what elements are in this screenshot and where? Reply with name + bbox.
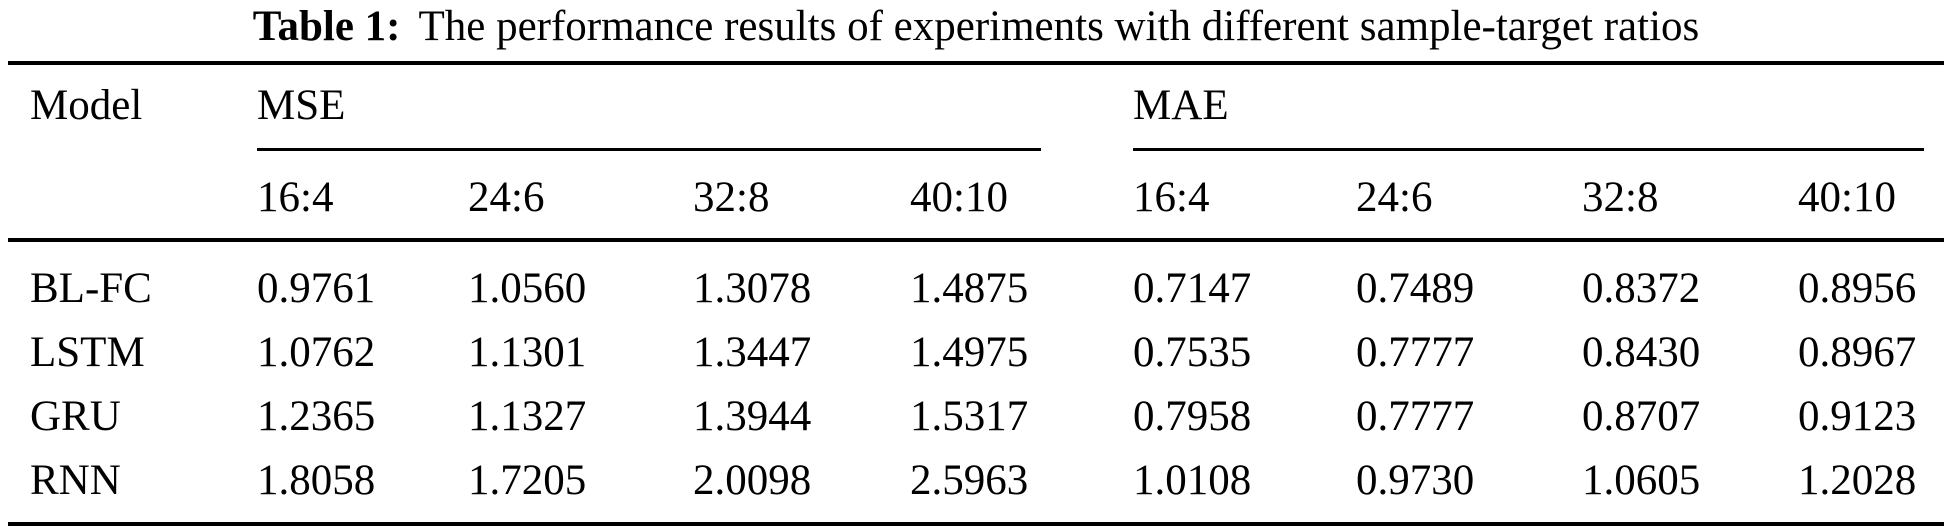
group-header-mae-label: MAE — [1133, 81, 1925, 151]
subcol-header-mae-24-6: 24:6 — [1356, 174, 1433, 221]
subcol-header-mse-40-10: 40:10 — [910, 174, 1008, 221]
group-header-mae: MAE — [1133, 63, 1944, 151]
cell-value: 1.1301 — [468, 328, 587, 376]
cell-value: 1.1327 — [468, 392, 587, 440]
cell-value: 1.0762 — [257, 328, 376, 376]
cell-value: 0.8956 — [1798, 264, 1917, 312]
group-header-mse-label: MSE — [257, 81, 1042, 151]
cell-value: 1.2365 — [257, 392, 376, 440]
subcol-header-mae-32-8: 32:8 — [1582, 174, 1659, 221]
cell-value: 0.9761 — [257, 264, 376, 312]
cell-value: 0.8707 — [1582, 392, 1701, 440]
cell-model: BL-FC — [30, 264, 152, 312]
group-header-row: Model MSE MAE — [8, 63, 1944, 151]
cell-model: LSTM — [30, 328, 145, 376]
table-row: LSTM 1.0762 1.1301 1.3447 1.4975 0.7535 … — [8, 320, 1944, 384]
table-header: Model MSE MAE 16:4 24:6 32:8 40:10 16:4 … — [8, 63, 1945, 240]
cell-model: RNN — [30, 456, 121, 504]
table-caption-text: The performance results of experiments w… — [418, 3, 1700, 50]
cell-value: 0.7489 — [1356, 264, 1475, 312]
cell-value: 1.7205 — [468, 456, 587, 504]
cell-value: 1.4975 — [910, 328, 1029, 376]
subcol-header-mse-32-8: 32:8 — [693, 174, 770, 221]
cell-value: 0.7777 — [1356, 328, 1475, 376]
subcol-header-mae-16-4: 16:4 — [1133, 174, 1210, 221]
table-caption-label: Table 1: — [252, 3, 401, 50]
subcol-header-mse-24-6: 24:6 — [468, 174, 545, 221]
cell-value: 0.9123 — [1798, 392, 1917, 440]
cell-value: 1.0605 — [1582, 456, 1701, 504]
table-body: BL-FC 0.9761 1.0560 1.3078 1.4875 0.7147… — [8, 240, 1944, 524]
subcol-header-mse-16-4: 16:4 — [257, 174, 334, 221]
cell-value: 2.5963 — [910, 456, 1029, 504]
table-row: BL-FC 0.9761 1.0560 1.3078 1.4875 0.7147… — [8, 240, 1944, 320]
subcolumn-header-row: 16:4 24:6 32:8 40:10 16:4 24:6 32:8 40:1… — [8, 151, 1944, 240]
cell-value: 1.0560 — [468, 264, 587, 312]
group-header-mse: MSE — [257, 63, 1133, 151]
cell-value: 1.5317 — [910, 392, 1029, 440]
cell-value: 1.3447 — [693, 328, 812, 376]
cell-model: GRU — [30, 392, 121, 440]
cell-value: 0.9730 — [1356, 456, 1475, 504]
cell-value: 0.7958 — [1133, 392, 1252, 440]
cell-value: 0.7535 — [1133, 328, 1252, 376]
cell-value: 1.0108 — [1133, 456, 1252, 504]
cell-value: 0.7777 — [1356, 392, 1475, 440]
cell-value: 1.2028 — [1798, 456, 1917, 504]
cell-value: 0.7147 — [1133, 264, 1252, 312]
results-table: Model MSE MAE 16:4 24:6 32:8 40:10 16:4 … — [8, 61, 1945, 526]
table-caption: Table 1: The performance results of exper… — [0, 0, 1952, 61]
cell-value: 1.3944 — [693, 392, 812, 440]
cell-value: 2.0098 — [693, 456, 812, 504]
table-row: RNN 1.8058 1.7205 2.0098 2.5963 1.0108 0… — [8, 448, 1944, 524]
cell-value: 0.8967 — [1798, 328, 1917, 376]
cell-value: 1.4875 — [910, 264, 1029, 312]
subcol-header-mae-40-10: 40:10 — [1798, 174, 1896, 221]
table-row: GRU 1.2365 1.1327 1.3944 1.5317 0.7958 0… — [8, 384, 1944, 448]
cell-value: 1.3078 — [693, 264, 812, 312]
cell-value: 0.8372 — [1582, 264, 1701, 312]
cell-value: 1.8058 — [257, 456, 376, 504]
cell-value: 0.8430 — [1582, 328, 1701, 376]
col-header-model: Model — [30, 82, 143, 129]
